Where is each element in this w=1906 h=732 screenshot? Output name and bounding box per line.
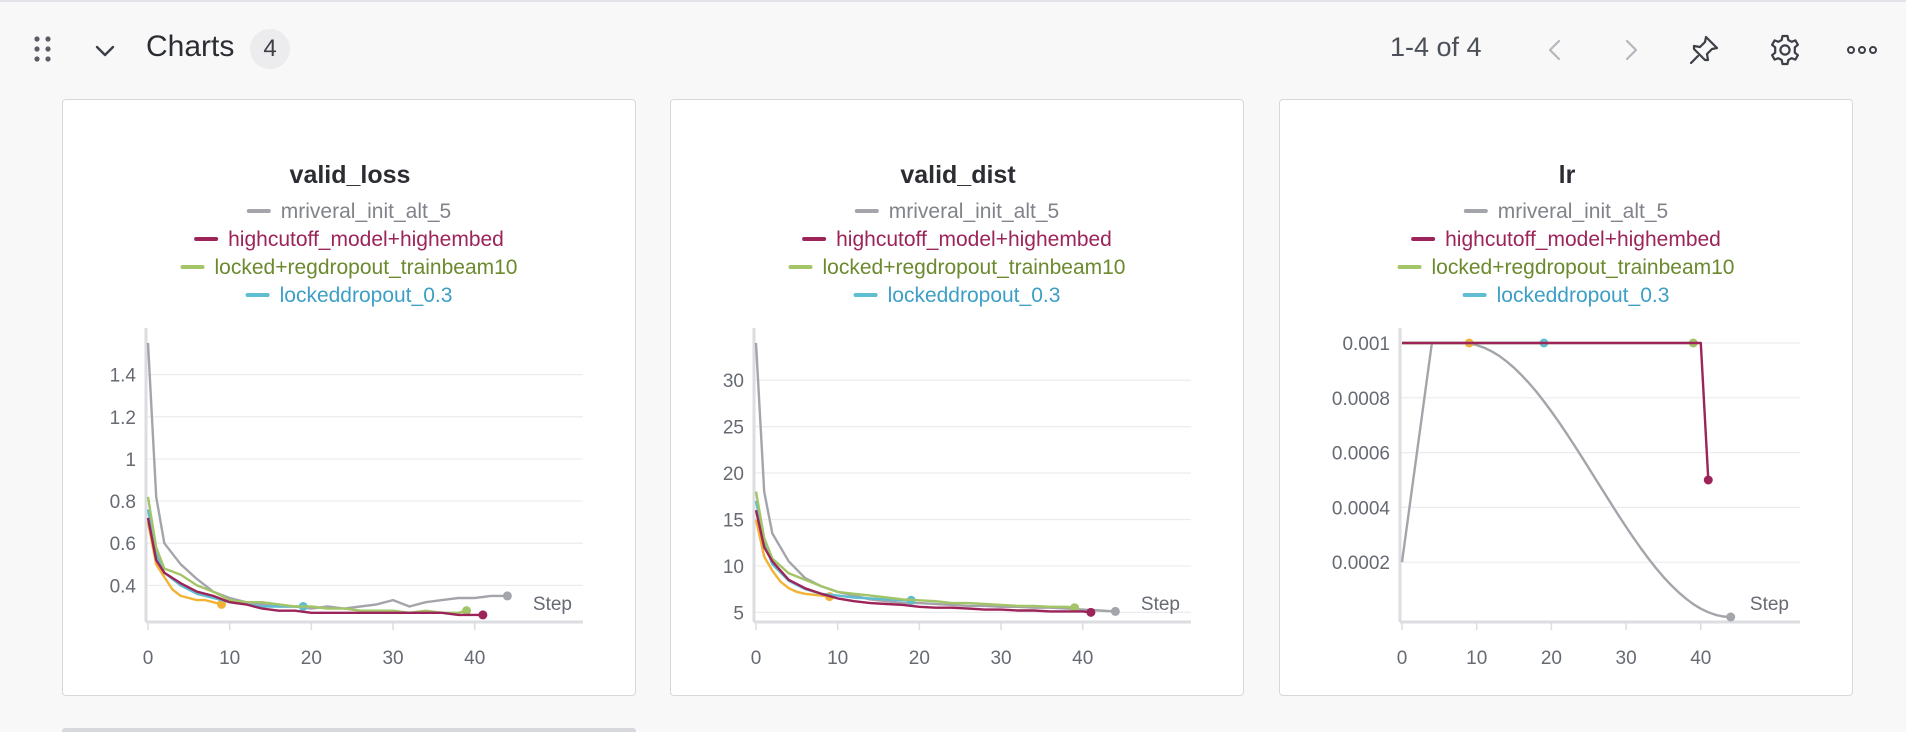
next-panel-edge	[62, 728, 636, 732]
series-line	[754, 500, 912, 602]
more-horizontal-icon[interactable]	[1842, 30, 1882, 70]
series-end-marker	[1110, 606, 1120, 616]
x-axis-label: Step	[1750, 594, 1789, 615]
series-end-marker	[217, 599, 227, 609]
legend-label: highcutoff_model+highembed	[1445, 228, 1721, 251]
y-tick-label: 0.001	[1342, 334, 1390, 355]
series-line	[146, 521, 222, 606]
y-tick-label: 20	[723, 464, 744, 485]
chevron-left-icon[interactable]	[1535, 30, 1575, 70]
y-tick-label: 0.0006	[1332, 444, 1390, 465]
series-line	[146, 517, 483, 617]
chart-panel-valid-loss[interactable]: valid_loss mriveral_init_alt_5 highcutoff_…	[62, 99, 636, 696]
x-tick-label: 30	[990, 648, 1011, 669]
series-end-marker	[478, 610, 488, 620]
valid-dist-chart: valid_dist mriveral_init_alt_5 highcutoff_…	[723, 161, 1191, 669]
y-tick-label: 1	[125, 450, 136, 471]
legend-label: locked+regdropout_trainbeam10	[823, 256, 1126, 279]
y-tick-label: 0.8	[110, 492, 136, 513]
x-tick-label: 0	[143, 648, 154, 669]
chart-title: valid_loss	[290, 161, 411, 189]
series-line	[754, 509, 1092, 614]
gear-icon[interactable]	[1765, 30, 1805, 70]
legend-label: lockeddropout_0.3	[280, 284, 453, 307]
chart-panel-lr[interactable]: lr mriveral_init_alt_5 highcutoff_model+hi…	[1279, 99, 1853, 696]
legend-label: locked+regdropout_trainbeam10	[215, 256, 518, 279]
chevron-right-icon[interactable]	[1611, 30, 1651, 70]
legend-label: highcutoff_model+highembed	[836, 228, 1112, 251]
series-end-marker	[502, 591, 512, 601]
legend-label: mriveral_init_alt_5	[281, 200, 451, 223]
lr-chart: lr mriveral_init_alt_5 highcutoff_model+hi…	[1332, 161, 1800, 669]
series-line	[1400, 341, 1731, 619]
x-tick-label: 20	[1541, 648, 1562, 669]
x-tick-label: 10	[827, 648, 848, 669]
legend-label: mriveral_init_alt_5	[889, 200, 1059, 223]
x-tick-label: 20	[301, 648, 322, 669]
series-end-marker	[1086, 607, 1096, 617]
series-end-marker	[1726, 612, 1736, 622]
chart-title: lr	[1559, 161, 1576, 189]
y-tick-label: 25	[723, 418, 744, 439]
x-axis-label: Step	[533, 594, 572, 615]
y-tick-label: 0.6	[110, 534, 136, 555]
series-line	[754, 519, 830, 598]
y-tick-label: 0.0004	[1332, 498, 1391, 519]
x-tick-label: 40	[1690, 648, 1711, 669]
x-tick-label: 10	[1466, 648, 1487, 669]
x-tick-label: 30	[382, 648, 403, 669]
series-end-marker	[1703, 475, 1713, 485]
x-tick-label: 30	[1616, 648, 1637, 669]
legend-label: lockeddropout_0.3	[888, 284, 1061, 307]
count-badge: 4	[250, 29, 290, 69]
x-tick-label: 0	[1397, 648, 1408, 669]
chart-panel-valid-dist[interactable]: valid_dist mriveral_init_alt_5 highcutoff_…	[670, 99, 1244, 696]
series-line	[146, 342, 508, 610]
y-tick-label: 0.0002	[1332, 553, 1390, 574]
legend-label: mriveral_init_alt_5	[1498, 200, 1668, 223]
section-header: Charts 4 1-4 of 4	[0, 18, 1906, 82]
series-line	[1402, 341, 1710, 481]
y-tick-label: 0.0008	[1332, 389, 1390, 410]
x-tick-label: 0	[751, 648, 762, 669]
top-divider	[0, 0, 1906, 2]
series-end-marker	[462, 606, 472, 616]
series-line	[146, 496, 467, 614]
y-tick-label: 5	[733, 603, 744, 624]
series-line	[146, 509, 304, 608]
y-tick-label: 1.4	[110, 366, 137, 387]
pin-icon[interactable]	[1684, 30, 1724, 70]
y-tick-label: 10	[723, 557, 744, 578]
x-tick-label: 40	[1072, 648, 1093, 669]
x-tick-label: 40	[464, 648, 485, 669]
legend-label: highcutoff_model+highembed	[228, 228, 504, 251]
legend-label: locked+regdropout_trainbeam10	[1432, 256, 1735, 279]
chevron-down-icon[interactable]	[92, 38, 118, 64]
x-tick-label: 20	[909, 648, 930, 669]
valid-loss-chart: valid_loss mriveral_init_alt_5 highcutoff_…	[110, 161, 583, 669]
y-tick-label: 30	[723, 371, 744, 392]
chart-title: valid_dist	[900, 161, 1016, 189]
pagination-text: 1-4 of 4	[1390, 32, 1482, 62]
y-tick-label: 0.4	[110, 576, 137, 597]
legend-label: lockeddropout_0.3	[1497, 284, 1670, 307]
y-tick-label: 15	[723, 510, 744, 531]
x-axis-label: Step	[1141, 594, 1180, 615]
series-line	[754, 342, 1116, 613]
x-tick-label: 10	[219, 648, 240, 669]
y-tick-label: 1.2	[110, 408, 136, 429]
drag-handle-icon[interactable]	[32, 34, 54, 64]
section-title: Charts	[146, 30, 235, 63]
series-end-marker	[1070, 603, 1080, 613]
series-line	[754, 491, 1075, 609]
